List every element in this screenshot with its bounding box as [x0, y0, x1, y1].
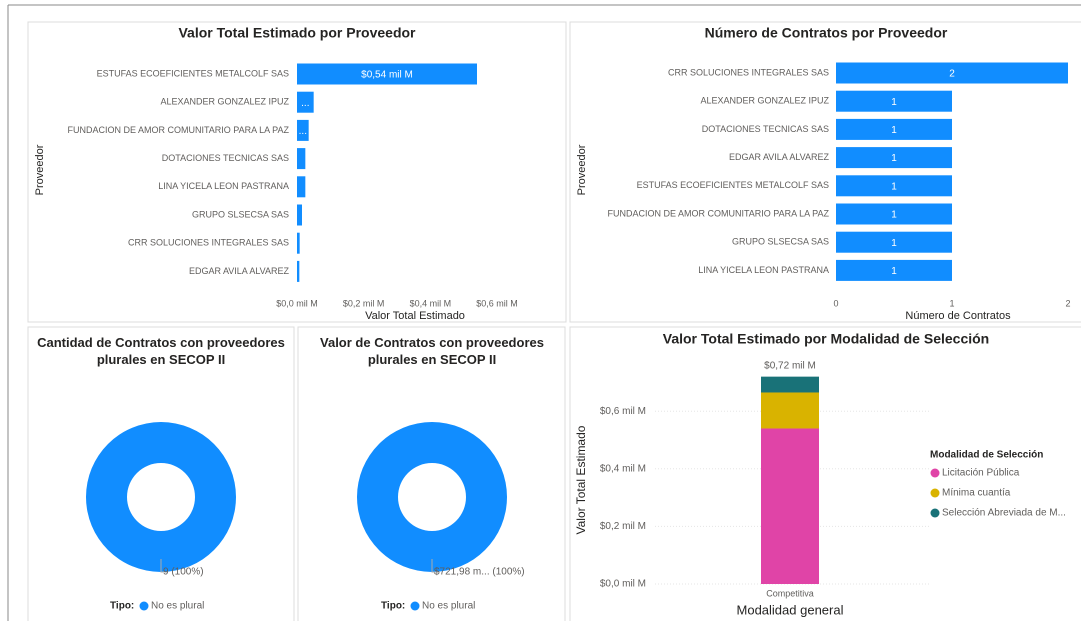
data-label: 1 — [891, 266, 897, 277]
bar-segment — [761, 428, 819, 584]
donut-slice — [86, 422, 236, 572]
data-label: ... — [299, 126, 307, 137]
bar — [297, 204, 302, 226]
y-tick-label: GRUPO SLSECSA SAS — [732, 237, 829, 247]
bar — [836, 203, 952, 225]
y-tick-label: ESTUFAS ECOEFICIENTES METALCOLF SAS — [637, 180, 829, 190]
y-tick-label: DOTACIONES TECNICAS SAS — [702, 124, 829, 134]
panel — [569, 326, 1081, 621]
legend-label: Licitación Pública — [942, 468, 1020, 479]
bar — [836, 147, 952, 169]
y-tick-label: DOTACIONES TECNICAS SAS — [162, 153, 289, 163]
data-label: 2 — [949, 69, 955, 80]
x-axis-title: Modalidad general — [737, 602, 844, 617]
y-tick-label: GRUPO SLSECSA SAS — [192, 209, 289, 219]
chart-title: Valor Total Estimado por Modalidad de Se… — [663, 331, 989, 347]
y-tick-label: FUNDACION DE AMOR COMUNITARIO PARA LA PA… — [67, 125, 289, 135]
y-tick-label: CRR SOLUCIONES INTEGRALES SAS — [668, 67, 829, 77]
x-tick-label: $0,6 mil M — [476, 298, 518, 308]
bar — [836, 118, 952, 140]
bar — [297, 63, 477, 85]
legend-swatch — [930, 508, 940, 518]
y-tick-label: $0,2 mil M — [600, 521, 646, 532]
bar — [836, 90, 952, 112]
x-axis-title: Valor Total Estimado — [365, 310, 465, 322]
bar — [297, 260, 300, 282]
chart-title: Número de Contratos por Proveedor — [705, 25, 948, 41]
chart-title: Valor Total Estimado por Proveedor — [178, 25, 416, 41]
data-label: 1 — [891, 181, 897, 192]
bar — [297, 119, 309, 141]
data-label: 1 — [891, 238, 897, 249]
data-label: 1 — [891, 153, 897, 164]
y-tick-label: EDGAR AVILA ALVAREZ — [189, 266, 290, 276]
legend-title: Modalidad de Selección — [930, 450, 1043, 461]
leader-line — [160, 559, 167, 573]
bar — [836, 62, 1068, 84]
y-axis-title: Proveedor — [34, 144, 46, 195]
x-tick-label: $0,0 mil M — [276, 298, 318, 308]
legend-title: Tipo: — [110, 601, 134, 612]
y-tick-label: FUNDACION DE AMOR COMUNITARIO PARA LA PA… — [607, 208, 829, 218]
bar — [297, 232, 300, 254]
x-tick-label: 1 — [949, 298, 954, 308]
bar-segment — [761, 392, 819, 429]
chart-title: Cantidad de Contratos con proveedores pl… — [37, 335, 285, 367]
x-tick-label: 0 — [833, 298, 838, 308]
bar — [836, 231, 952, 253]
y-tick-label: $0,4 mil M — [600, 463, 646, 474]
y-tick-label: $0,0 mil M — [600, 579, 646, 590]
x-tick-label: $0,4 mil M — [410, 298, 452, 308]
legend-title: Tipo: — [381, 601, 405, 612]
data-label: $721,98 m... (100%) — [434, 567, 525, 578]
y-axis-title: Proveedor — [576, 144, 588, 195]
bar — [297, 148, 306, 170]
legend-label: No es plural — [151, 601, 204, 612]
data-label: 1 — [891, 125, 897, 136]
legend-label: Mínima cuantía — [942, 488, 1011, 499]
chart-title: Valor de Contratos con proveedores plura… — [320, 335, 544, 367]
x-tick-label: Competitiva — [766, 588, 814, 598]
x-tick-label: $0,2 mil M — [343, 298, 385, 308]
data-label: 9 (100%) — [163, 567, 204, 578]
y-axis-title: Valor Total Estimado — [574, 425, 588, 534]
legend-swatch — [139, 601, 149, 611]
legend-swatch — [410, 601, 420, 611]
legend-label: No es plural — [422, 601, 475, 612]
bar — [836, 259, 952, 281]
total-label: $0,72 mil M — [764, 360, 816, 371]
data-label: 1 — [891, 210, 897, 221]
bar-segment — [761, 376, 819, 393]
data-label: $0,54 mil M — [361, 70, 413, 81]
data-label: 1 — [891, 97, 897, 108]
bar — [297, 91, 314, 113]
bar — [836, 175, 952, 197]
leader-line — [431, 559, 438, 573]
legend-swatch — [930, 488, 940, 498]
panel — [297, 326, 566, 621]
x-axis-title: Número de Contratos — [905, 310, 1011, 322]
y-tick-label: EDGAR AVILA ALVAREZ — [729, 152, 830, 162]
y-tick-label: LINA YICELA LEON PASTRANA — [698, 265, 829, 275]
legend-label: Selección Abreviada de M... — [942, 508, 1066, 519]
bar — [297, 176, 306, 198]
y-tick-label: ALEXANDER GONZALEZ IPUZ — [700, 96, 829, 106]
y-tick-label: $0,6 mil M — [600, 406, 646, 417]
donut-slice — [357, 422, 507, 572]
y-tick-label: LINA YICELA LEON PASTRANA — [158, 181, 289, 191]
panel — [27, 326, 295, 621]
y-tick-label: ALEXANDER GONZALEZ IPUZ — [160, 97, 289, 107]
x-tick-label: 2 — [1065, 298, 1070, 308]
y-tick-label: CRR SOLUCIONES INTEGRALES SAS — [128, 238, 289, 248]
y-tick-label: ESTUFAS ECOEFICIENTES METALCOLF SAS — [97, 68, 289, 78]
data-label: ... — [301, 98, 309, 109]
legend-swatch — [930, 468, 940, 478]
